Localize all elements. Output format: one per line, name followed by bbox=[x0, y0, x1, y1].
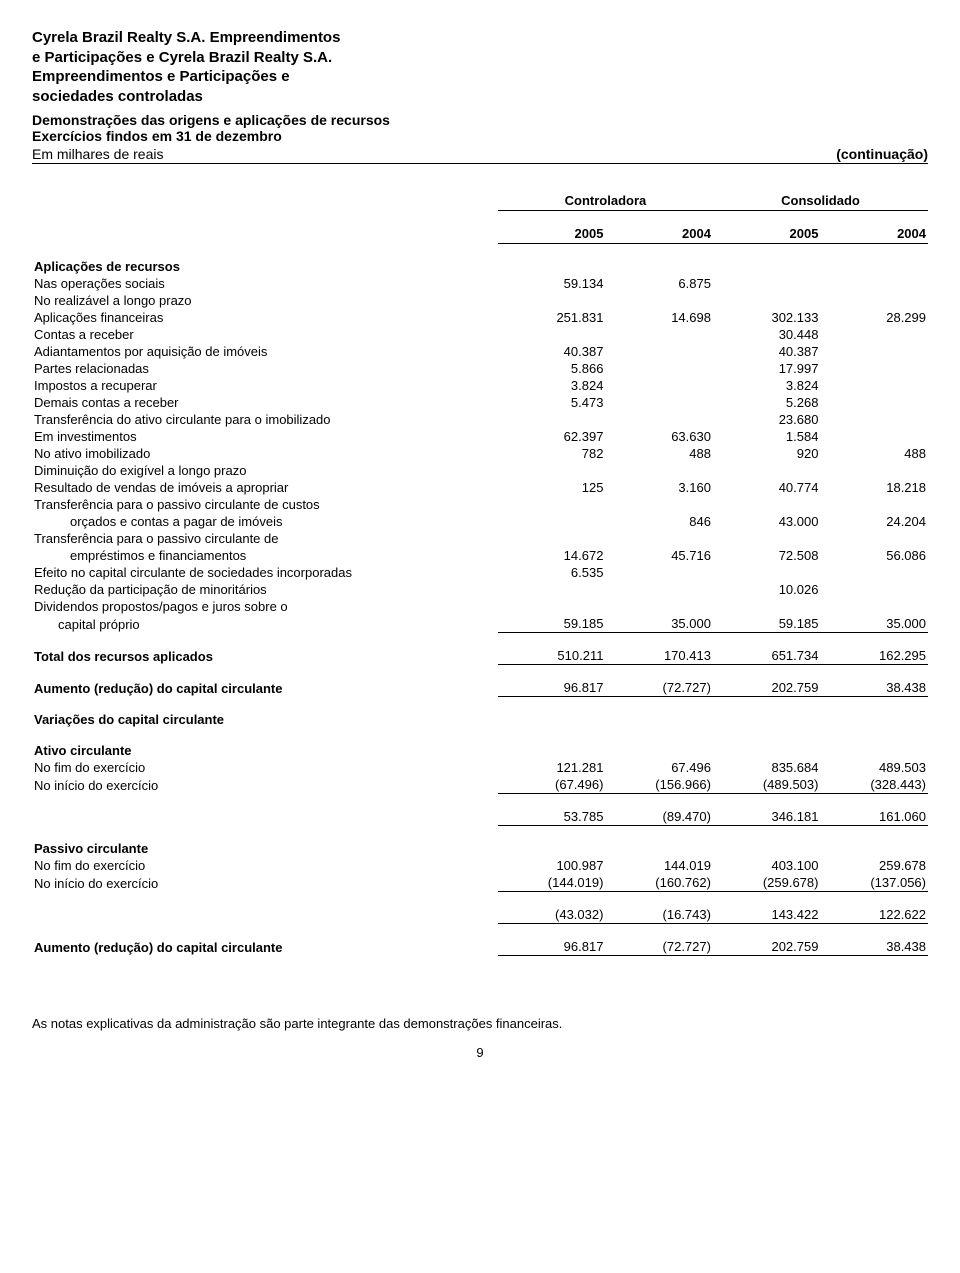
year-col-1: 2005 bbox=[498, 225, 606, 244]
table-row: orçados e contas a pagar de imóveis84643… bbox=[32, 513, 928, 530]
section-passivo-circulante: Passivo circulante bbox=[32, 840, 498, 857]
year-col-4: 2004 bbox=[820, 225, 928, 244]
row-wrap-transf-custos: Transferência para o passivo circulante … bbox=[32, 496, 498, 513]
row-subtotal-ativo: 53.785(89.470)346.181161.060 bbox=[32, 808, 928, 826]
section-aplicacoes: Aplicações de recursos bbox=[32, 258, 498, 275]
row-header-realizavel: No realizável a longo prazo bbox=[32, 292, 498, 309]
table-row: Adiantamentos por aquisição de imóveis40… bbox=[32, 343, 928, 360]
financial-table: Controladora Consolidado 2005 2004 2005 … bbox=[32, 192, 928, 956]
row-aumento-reducao-1: Aumento (redução) do capital circulante9… bbox=[32, 679, 928, 697]
unit-text: Em milhares de reais bbox=[32, 146, 164, 162]
row-subtotal-passivo: (43.032)(16.743)143.422122.622 bbox=[32, 906, 928, 924]
table-row: No fim do exercício100.987144.019403.100… bbox=[32, 857, 928, 874]
title-line3: Empreendimentos e Participações e bbox=[32, 68, 290, 85]
table-row: Resultado de vendas de imóveis a apropri… bbox=[32, 479, 928, 496]
table-row: Demais contas a receber5.4735.268 bbox=[32, 394, 928, 411]
report-subtitle: Demonstrações das origens e aplicações d… bbox=[32, 112, 928, 144]
row-wrap-dividendos: Dividendos propostos/pagos e juros sobre… bbox=[32, 598, 498, 615]
unit-row: Em milhares de reais (continuação) bbox=[32, 146, 928, 164]
title-line4: sociedades controladas bbox=[32, 88, 203, 105]
table-row: Contas a receber30.448 bbox=[32, 326, 928, 343]
subtitle-line2: Exercícios findos em 31 de dezembro bbox=[32, 128, 282, 144]
row-total-aplicados: Total dos recursos aplicados510.211170.4… bbox=[32, 647, 928, 665]
table-row: Redução da participação de minoritários1… bbox=[32, 581, 928, 598]
continuation-text: (continuação) bbox=[836, 146, 928, 162]
page-number: 9 bbox=[32, 1045, 928, 1060]
subtitle-line1: Demonstrações das origens e aplicações d… bbox=[32, 112, 390, 128]
year-col-3: 2005 bbox=[713, 225, 821, 244]
table-row: No início do exercício(144.019)(160.762)… bbox=[32, 874, 928, 892]
table-row: Aplicações financeiras251.83114.698302.1… bbox=[32, 309, 928, 326]
table-row: No ativo imobilizado782488920488 bbox=[32, 445, 928, 462]
table-row: capital próprio59.18535.00059.18535.000 bbox=[32, 615, 928, 633]
table-row: No fim do exercício121.28167.496835.6844… bbox=[32, 759, 928, 776]
row-aumento-reducao-2: Aumento (redução) do capital circulante9… bbox=[32, 938, 928, 956]
table-row: Partes relacionadas5.86617.997 bbox=[32, 360, 928, 377]
table-row: No início do exercício(67.496)(156.966)(… bbox=[32, 776, 928, 794]
year-col-2: 2004 bbox=[605, 225, 713, 244]
row-header-diminuicao: Diminuição do exigível a longo prazo bbox=[32, 462, 498, 479]
col-group-controladora: Controladora bbox=[498, 192, 713, 211]
table-row: empréstimos e financiamentos14.67245.716… bbox=[32, 547, 928, 564]
table-row: Impostos a recuperar3.8243.824 bbox=[32, 377, 928, 394]
table-row: Nas operações sociais59.1346.875 bbox=[32, 275, 928, 292]
title-line1: Cyrela Brazil Realty S.A. Empreendimento… bbox=[32, 29, 340, 46]
row-wrap-transf-empr: Transferência para o passivo circulante … bbox=[32, 530, 498, 547]
table-row: Efeito no capital circulante de sociedad… bbox=[32, 564, 928, 581]
section-variacoes: Variações do capital circulante bbox=[32, 711, 498, 728]
report-title: Cyrela Brazil Realty S.A. Empreendimento… bbox=[32, 28, 928, 106]
title-line2: e Participações e Cyrela Brazil Realty S… bbox=[32, 49, 332, 66]
table-row: Em investimentos62.39763.6301.584 bbox=[32, 428, 928, 445]
col-group-consolidado: Consolidado bbox=[713, 192, 928, 211]
table-row: Transferência do ativo circulante para o… bbox=[32, 411, 928, 428]
section-ativo-circulante: Ativo circulante bbox=[32, 742, 498, 759]
footnote-text: As notas explicativas da administração s… bbox=[32, 1016, 928, 1031]
